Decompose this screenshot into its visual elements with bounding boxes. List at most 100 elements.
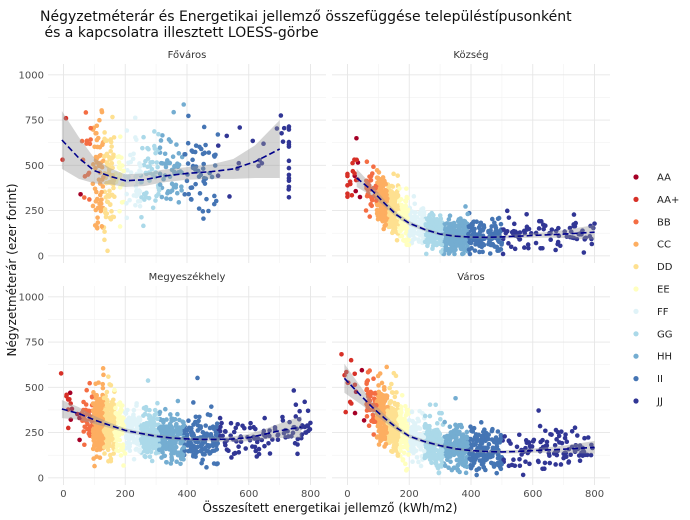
facet-panels: Főváros Község Megyeszékhely Város (48, 49, 610, 485)
data-point (458, 238, 463, 244)
y-tick-label: 250 (25, 206, 44, 217)
data-point (119, 200, 125, 205)
data-point (411, 442, 417, 447)
data-point (566, 460, 571, 465)
data-point (181, 457, 186, 462)
data-point (401, 435, 406, 440)
data-point (145, 156, 151, 161)
data-point (147, 454, 153, 460)
data-point (473, 238, 479, 244)
data-point (108, 148, 113, 154)
data-point (390, 449, 395, 455)
data-point (418, 463, 424, 469)
data-point (98, 437, 104, 443)
data-point (142, 411, 148, 417)
data-point (83, 418, 89, 424)
data-point (156, 191, 161, 197)
data-point (458, 422, 464, 428)
data-point (215, 461, 220, 466)
data-point (293, 414, 299, 419)
y-tick-label: 750 (25, 338, 44, 349)
facet-panel: Község (332, 49, 610, 263)
data-point (425, 243, 430, 249)
data-point (397, 445, 403, 451)
data-point (467, 251, 473, 257)
data-point (94, 400, 99, 405)
data-point (499, 240, 505, 246)
data-point (248, 420, 253, 426)
legend-label: CC (657, 240, 671, 251)
data-point (143, 428, 149, 434)
x-tick-label: 800 (585, 489, 604, 500)
data-point (439, 234, 445, 240)
data-point (210, 442, 216, 448)
data-point (137, 203, 143, 209)
data-point (108, 382, 114, 388)
data-point (434, 421, 440, 426)
data-point (103, 210, 108, 215)
data-point (390, 191, 395, 197)
data-point (157, 145, 163, 151)
data-point (94, 137, 100, 143)
data-point (175, 398, 181, 404)
data-point (117, 224, 123, 229)
data-point (473, 453, 478, 459)
data-point (403, 199, 409, 204)
data-point (188, 441, 194, 446)
data-point (116, 160, 122, 165)
data-point (451, 465, 457, 471)
data-point (416, 239, 422, 244)
data-point (114, 442, 120, 447)
data-point (454, 435, 459, 440)
data-point (364, 178, 369, 184)
legend-item: HH (633, 352, 672, 363)
data-point (128, 159, 134, 165)
data-point (389, 183, 394, 189)
data-point (186, 113, 191, 119)
data-point (463, 204, 468, 209)
data-point (182, 192, 187, 197)
data-point (484, 457, 489, 462)
data-point (567, 234, 573, 240)
data-point (181, 102, 187, 107)
data-point (142, 438, 148, 444)
data-point (192, 419, 198, 425)
data-point (374, 175, 380, 181)
data-point (466, 247, 472, 252)
data-point (416, 418, 422, 424)
data-point (506, 463, 512, 469)
data-point (581, 250, 587, 255)
data-point (103, 412, 109, 418)
data-point (354, 157, 360, 163)
data-point (193, 181, 198, 187)
data-point (138, 163, 143, 169)
data-point (544, 439, 550, 445)
data-point (472, 434, 478, 440)
scatter-points (345, 135, 597, 257)
x-tick-label: 200 (116, 489, 135, 500)
data-point (300, 423, 306, 429)
data-point (152, 143, 157, 149)
data-point (461, 445, 466, 450)
data-point (540, 437, 545, 443)
data-point (196, 174, 202, 179)
data-point (112, 194, 117, 200)
data-point (91, 390, 96, 395)
facet-panel: Megyeszékhely (48, 271, 326, 485)
data-point (190, 157, 195, 163)
data-point (348, 357, 354, 363)
data-point (459, 436, 465, 442)
data-point (85, 172, 91, 177)
facet-strip-label: Főváros (168, 49, 207, 61)
data-point (562, 435, 568, 441)
data-point (156, 447, 162, 453)
data-point (171, 450, 177, 456)
data-point (107, 412, 113, 417)
data-point (127, 197, 132, 203)
chart-title-line-1: Négyzetméterár és Energetikai jellemző ö… (40, 9, 572, 25)
data-point (204, 196, 209, 202)
data-point (63, 115, 69, 121)
data-point (494, 470, 500, 476)
data-point (102, 207, 108, 212)
